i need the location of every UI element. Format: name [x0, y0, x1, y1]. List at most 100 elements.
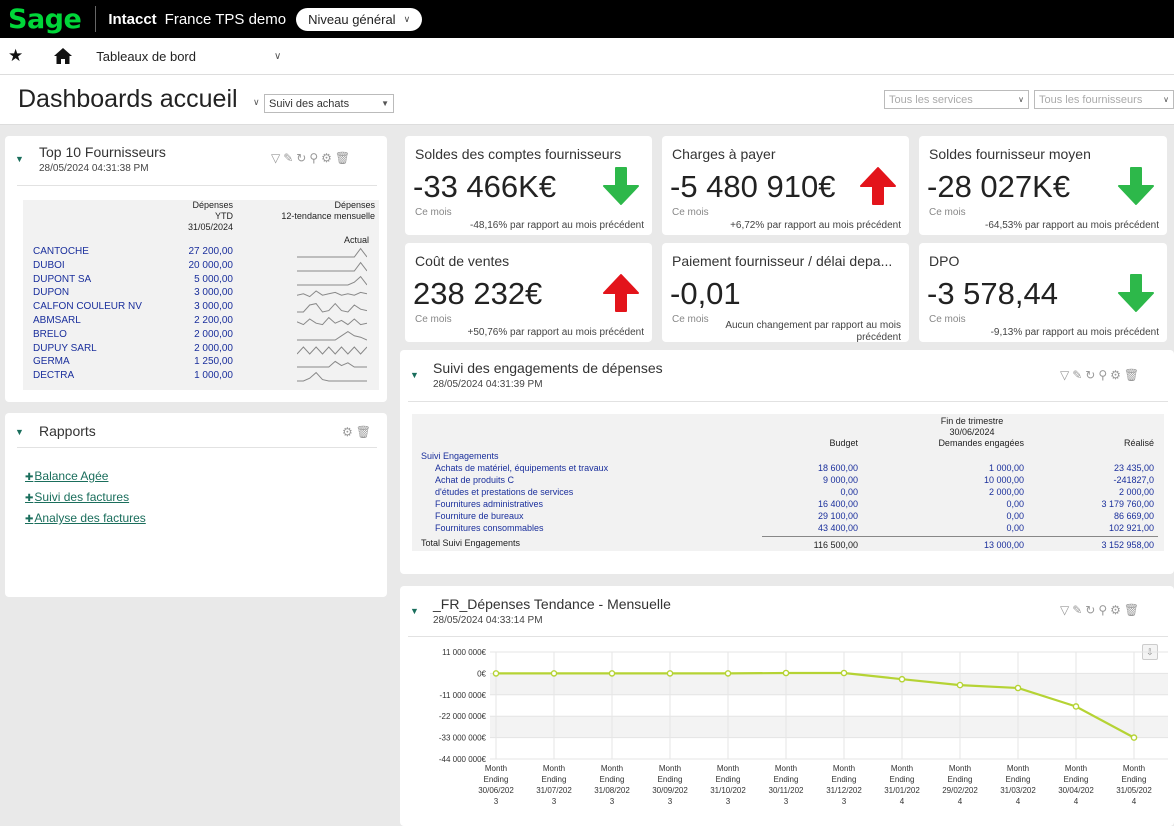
- engagement-label[interactable]: Fournitures consommables: [435, 523, 544, 533]
- supplier-spend[interactable]: 3 000,00: [194, 301, 233, 313]
- realise-value[interactable]: 102 921,00: [1108, 523, 1154, 533]
- supplier-name[interactable]: DUBOI: [33, 259, 65, 271]
- realise-value[interactable]: 2 000,00: [1118, 487, 1154, 497]
- x-tick-label: Ending: [1064, 775, 1089, 784]
- gear-icon[interactable]: ⚙: [1110, 603, 1124, 617]
- nav-dashboards-menu[interactable]: Tableaux de bord: [96, 48, 196, 64]
- budget-value[interactable]: 43 400,00: [817, 523, 858, 533]
- kpi-card[interactable]: DPO -3 578,44 Ce mois -9,13% par rapport au…: [919, 243, 1167, 342]
- supplier-spend[interactable]: 3 000,00: [194, 287, 233, 299]
- trash-icon[interactable]: 🗑: [1123, 603, 1143, 617]
- refresh-icon[interactable]: ↻: [1085, 368, 1099, 382]
- search-icon[interactable]: ⚲: [1098, 368, 1111, 382]
- budget-value[interactable]: 9 000,00: [822, 475, 858, 485]
- supplier-spend[interactable]: 27 200,00: [188, 246, 234, 257]
- demandes-value[interactable]: 10 000,00: [983, 475, 1024, 485]
- supplier-spend[interactable]: 1 000,00: [194, 370, 233, 382]
- trend-line-chart: 11 000 000€ 0€ -11 000 000€ -22 000 000€ -33…: [439, 648, 1168, 806]
- kpi-card[interactable]: Coût de ventes 238 232€ Ce mois +50,76% par…: [405, 243, 652, 342]
- refresh-icon[interactable]: ↻: [1085, 603, 1099, 617]
- supplier-name[interactable]: CANTOCHE: [33, 246, 89, 257]
- kpi-card[interactable]: Soldes des comptes fournisseurs -33 466K€…: [405, 136, 652, 235]
- edit-icon[interactable]: ✎: [283, 151, 297, 165]
- dashboard-view-select[interactable]: Suivi des achats ▼: [264, 94, 394, 113]
- realise-value[interactable]: -241827,0: [1113, 475, 1154, 485]
- star-icon[interactable]: ★: [8, 46, 24, 65]
- budget-value[interactable]: 29 100,00: [817, 511, 858, 521]
- services-filter[interactable]: Tous les services ∨: [884, 90, 1029, 109]
- demandes-value[interactable]: 2 000,00: [988, 487, 1024, 497]
- filter-icon[interactable]: ▽: [1060, 368, 1073, 382]
- collapse-icon[interactable]: ▼: [410, 606, 419, 616]
- search-icon[interactable]: ⚲: [309, 151, 322, 165]
- kpi-card[interactable]: Paiement fournisseur / délai depa... -0,0…: [662, 243, 909, 342]
- demandes-value[interactable]: 0,00: [1006, 523, 1024, 533]
- grid-band: [490, 673, 1168, 695]
- suppliers-filter[interactable]: Tous les fournisseurs ∨: [1034, 90, 1174, 109]
- supplier-spend[interactable]: 1 250,00: [194, 356, 233, 368]
- supplier-spend[interactable]: 2 000,00: [194, 328, 233, 340]
- filter-icon[interactable]: ▽: [1060, 603, 1073, 617]
- engagement-label[interactable]: Fournitures administratives: [435, 499, 544, 509]
- supplier-name[interactable]: BRELO: [33, 328, 67, 340]
- trash-icon[interactable]: 🗑: [334, 151, 354, 165]
- supplier-row: DUPONT SA 5 000,00: [23, 274, 379, 288]
- filter-icon[interactable]: ▽: [271, 151, 284, 165]
- chevron-down-icon[interactable]: ∨: [253, 97, 260, 107]
- x-tick-label: Ending: [948, 775, 973, 784]
- supplier-spend[interactable]: 2 200,00: [194, 315, 233, 326]
- gear-icon[interactable]: ⚙: [342, 425, 356, 439]
- edit-icon[interactable]: ✎: [1072, 368, 1086, 382]
- total-rule: [762, 536, 1158, 537]
- supplier-name[interactable]: CALFON COULEUR NV: [33, 301, 142, 313]
- supplier-spend[interactable]: 2 000,00: [194, 342, 233, 354]
- supplier-name[interactable]: DUPONT SA: [33, 273, 92, 285]
- report-link-suivi-factures[interactable]: ✚Suivi des factures: [25, 490, 130, 504]
- company-name[interactable]: France TPS demo: [164, 10, 287, 28]
- realise-value[interactable]: 86 669,00: [1113, 511, 1154, 521]
- supplier-name[interactable]: DUPON: [33, 287, 70, 299]
- collapse-icon[interactable]: ▼: [15, 427, 24, 437]
- engagement-label[interactable]: Achats de matériel, équipements et trava…: [435, 463, 609, 473]
- collapse-icon[interactable]: ▼: [15, 154, 24, 164]
- search-icon[interactable]: ⚲: [1098, 603, 1111, 617]
- report-link-balance-agee[interactable]: ✚Balance Agée: [25, 469, 109, 483]
- trash-icon[interactable]: 🗑: [1123, 368, 1143, 382]
- gear-icon[interactable]: ⚙: [1110, 368, 1124, 382]
- chevron-down-icon[interactable]: ∨: [274, 50, 282, 62]
- demandes-value[interactable]: 1 000,00: [988, 463, 1024, 473]
- edit-icon[interactable]: ✎: [1072, 603, 1086, 617]
- budget-value[interactable]: 16 400,00: [817, 499, 858, 509]
- budget-value[interactable]: 0,00: [840, 487, 858, 497]
- supplier-name[interactable]: DECTRA: [33, 370, 75, 382]
- card-title: Suivi des engagements de dépenses: [433, 360, 663, 376]
- refresh-icon[interactable]: ↻: [296, 151, 310, 165]
- report-link-analyse-factures[interactable]: ✚Analyse des factures: [25, 511, 146, 525]
- trash-icon[interactable]: 🗑: [355, 425, 374, 439]
- top-bar: Sage Intacct France TPS demo Niveau géné…: [0, 0, 1174, 38]
- home-icon[interactable]: [53, 47, 73, 65]
- engagement-label[interactable]: d'études et prestations de services: [435, 487, 574, 497]
- engagement-label[interactable]: Fourniture de bureaux: [435, 511, 524, 521]
- realise-value[interactable]: 23 435,00: [1113, 463, 1154, 473]
- demandes-value[interactable]: 0,00: [1006, 499, 1024, 509]
- kpi-title: DPO: [929, 253, 960, 269]
- realise-value[interactable]: 3 179 760,00: [1101, 499, 1154, 509]
- level-selector[interactable]: Niveau général ∨: [296, 7, 423, 31]
- supplier-spend[interactable]: 5 000,00: [194, 273, 233, 285]
- kpi-comparison: Aucun changement par rapport au mois préc…: [725, 320, 901, 342]
- data-point: [1014, 684, 1022, 692]
- budget-value[interactable]: 18 600,00: [817, 463, 858, 473]
- engagement-label[interactable]: Achat de produits C: [435, 475, 515, 485]
- supplier-name[interactable]: DUPUY SARL: [33, 342, 97, 354]
- supplier-name[interactable]: GERMA: [33, 356, 70, 368]
- data-point: [492, 670, 500, 677]
- demandes-value[interactable]: 0,00: [1006, 511, 1024, 521]
- gear-icon[interactable]: ⚙: [321, 151, 335, 165]
- supplier-spend[interactable]: 20 000,00: [188, 259, 234, 271]
- kpi-card[interactable]: Charges à payer -5 480 910€ Ce mois +6,72% …: [662, 136, 909, 235]
- kpi-card[interactable]: Soldes fournisseur moyen -28 027K€ Ce mois…: [919, 136, 1167, 235]
- sage-logo[interactable]: Sage: [8, 3, 82, 35]
- supplier-name[interactable]: ABMSARL: [33, 315, 81, 326]
- collapse-icon[interactable]: ▼: [410, 370, 419, 380]
